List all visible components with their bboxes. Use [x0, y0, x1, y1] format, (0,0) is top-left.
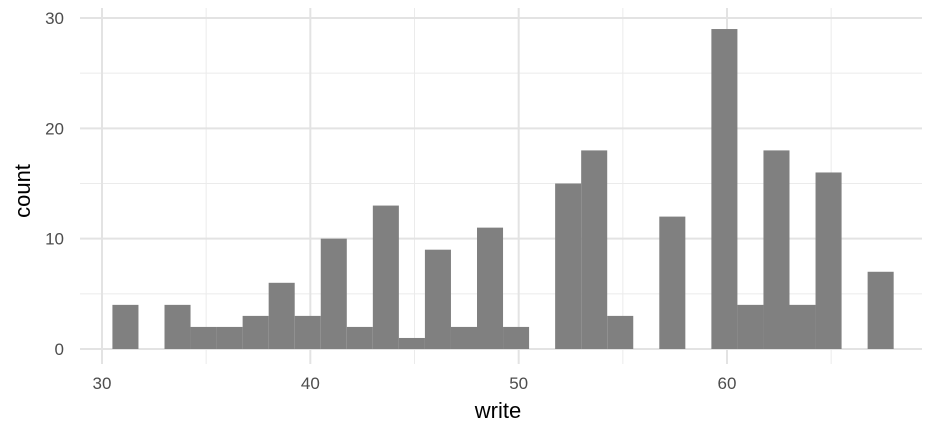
histogram-bar [867, 271, 894, 349]
histogram-bar [268, 282, 295, 349]
histogram-bar [398, 337, 425, 349]
histogram-bar [503, 326, 530, 349]
histogram-bar [346, 326, 373, 349]
histogram-bar [763, 150, 790, 349]
x-tick-label: 50 [509, 374, 528, 393]
y-tick-label: 0 [55, 340, 64, 359]
histogram-bar [320, 238, 347, 349]
x-axis-title: write [474, 398, 521, 423]
histogram-bar [294, 315, 321, 349]
histogram-bar [424, 249, 451, 349]
histogram-bar [372, 205, 399, 349]
histogram-bar [815, 172, 842, 349]
y-axis-ticks: 0 10 20 30 [45, 9, 64, 359]
histogram-bar [737, 304, 764, 349]
y-tick-label: 20 [45, 119, 64, 138]
x-tick-label: 40 [301, 374, 320, 393]
histogram-bar [789, 304, 816, 349]
histogram-bar [607, 315, 634, 349]
histogram-bar [477, 227, 504, 349]
histogram-bar [216, 326, 243, 349]
x-tick-label: 30 [93, 374, 112, 393]
y-tick-label: 30 [45, 9, 64, 28]
histogram-bar [190, 326, 217, 349]
histogram-bars [112, 29, 894, 350]
x-axis-ticks: 30 40 50 60 [93, 374, 737, 393]
histogram-bar [450, 326, 477, 349]
histogram-bar [555, 183, 582, 349]
y-axis-title: count [10, 164, 35, 218]
y-tick-label: 10 [45, 230, 64, 249]
histogram-bar [711, 29, 738, 350]
histogram-bar [164, 304, 191, 349]
x-tick-label: 60 [718, 374, 737, 393]
histogram-bar [112, 304, 139, 349]
histogram-bar [659, 216, 686, 349]
histogram-bar [242, 315, 269, 349]
histogram-bar [581, 150, 608, 349]
